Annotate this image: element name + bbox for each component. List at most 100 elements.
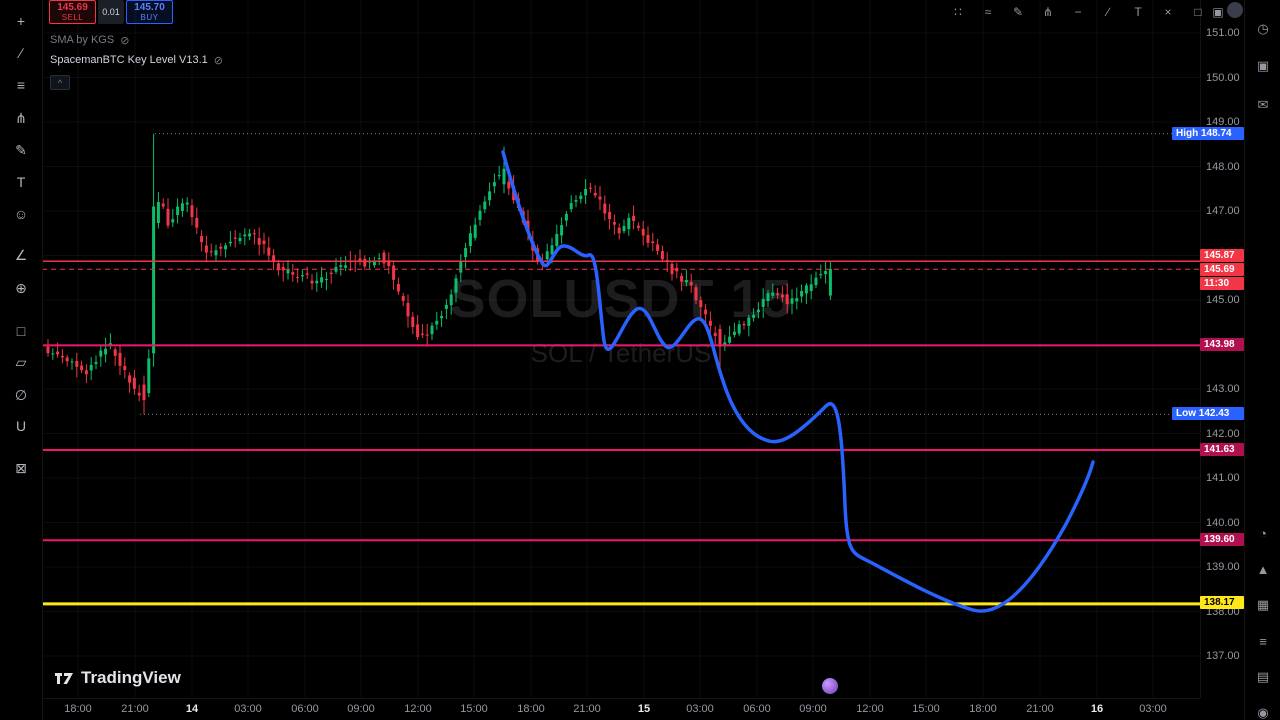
watchlist-icon[interactable]: ≡ bbox=[1259, 633, 1267, 649]
price-axis-label: 149.00 bbox=[1206, 116, 1240, 128]
time-axis-label: 03:00 bbox=[1139, 703, 1167, 715]
chat-icon[interactable]: ✉ bbox=[1257, 97, 1269, 112]
objects-tray-icon[interactable]: ∷ bbox=[954, 5, 962, 19]
bell-icon[interactable]: ◉ bbox=[1257, 705, 1269, 720]
clock-icon[interactable]: ◷ bbox=[1257, 21, 1269, 36]
emoji-tool[interactable]: ☺ bbox=[13, 206, 29, 222]
price-axis[interactable]: 151.00 150.00 149.00 148.00 147.00 146.00 145.… bbox=[1200, 0, 1245, 698]
chart-area[interactable]: SOLUSDT 15 SOL / TetherUS 145.69 SELL 0.… bbox=[42, 0, 1200, 698]
buy-label: BUY bbox=[140, 12, 159, 22]
tradingview-logo-text: TradingView bbox=[81, 668, 181, 687]
price-axis-label: 144.00 bbox=[1206, 338, 1240, 351]
time-axis-label: 21:00 bbox=[121, 703, 149, 715]
indicator-row-sma[interactable]: SMA by KGS ⊘ bbox=[50, 30, 223, 50]
indicator-name: SMA by KGS bbox=[50, 34, 115, 46]
time-axis-label: 12:00 bbox=[404, 703, 432, 715]
trash-tool[interactable]: ⊠ bbox=[15, 459, 27, 476]
time-axis-label: 09:00 bbox=[799, 703, 827, 715]
indicator-row-keylevel[interactable]: SpacemanBTC Key Level V13.1 ⊘ bbox=[50, 50, 223, 70]
lock-tool[interactable]: □ bbox=[16, 323, 26, 339]
buy-price: 145.70 bbox=[134, 1, 165, 13]
pitchfork-icon[interactable]: ⋔ bbox=[1042, 5, 1054, 19]
time-axis-label: 06:00 bbox=[743, 703, 771, 715]
price-chart-canvas[interactable] bbox=[42, 0, 1200, 698]
pencil-icon[interactable]: ✎ bbox=[1012, 5, 1024, 19]
time-axis-label: 18:00 bbox=[64, 703, 92, 715]
time-axis-label: 21:00 bbox=[1026, 703, 1054, 715]
brush-tool[interactable]: ✎ bbox=[15, 141, 27, 158]
globe-icon[interactable]: ◔ bbox=[1259, 525, 1267, 541]
left-toolbar: + ∕ ≡ ⋔ ✎ T ☺ ∠ ⊕ □ ▱ ∅ U ⊠ bbox=[0, 0, 43, 720]
legend-collapse-button[interactable]: ^ bbox=[50, 75, 70, 90]
cross-icon[interactable]: × bbox=[1164, 5, 1172, 19]
time-axis-label: 15:00 bbox=[912, 703, 940, 715]
spread-value: 0.01 bbox=[98, 0, 124, 24]
eraser-tool[interactable]: ▱ bbox=[15, 353, 27, 370]
price-axis-label: 148.00 bbox=[1206, 160, 1240, 173]
sell-button[interactable]: 145.69 SELL bbox=[49, 0, 96, 24]
measure-tool[interactable]: ∠ bbox=[14, 246, 28, 263]
buy-button[interactable]: 145.70 BUY bbox=[126, 0, 173, 24]
shape-icon[interactable]: □ bbox=[1194, 5, 1202, 19]
ray-icon[interactable]: ∕ bbox=[1106, 5, 1109, 19]
top-toolbar: ∷ ≈ ✎ ⋔ − ∕ T × □ ▣ bbox=[0, 0, 1280, 24]
symbol-watermark: SOLUSDT 15 SOL / TetherUS bbox=[42, 268, 1200, 369]
price-axis-label: 150.00 bbox=[1206, 71, 1240, 84]
time-axis-label: 06:00 bbox=[291, 703, 319, 715]
time-axis-label: 15 bbox=[637, 703, 651, 715]
price-axis-label: 138.00 bbox=[1206, 605, 1240, 618]
tradingview-logo-icon bbox=[55, 673, 73, 684]
price-axis-label: 137.00 bbox=[1206, 650, 1240, 662]
price-axis-label: 139.00 bbox=[1206, 561, 1240, 573]
trend-line-tool[interactable]: ∕ bbox=[19, 45, 23, 61]
text-tool[interactable]: T bbox=[16, 174, 26, 190]
price-axis-label: 141.00 bbox=[1206, 472, 1240, 484]
zoom-tool[interactable]: ⊕ bbox=[15, 279, 27, 296]
hide-drawings-tool[interactable]: ∅ bbox=[14, 386, 28, 403]
time-axis-label: 03:00 bbox=[234, 703, 262, 715]
layers-icon[interactable]: ▣ bbox=[1256, 58, 1270, 73]
price-axis-label: 143.00 bbox=[1206, 383, 1240, 395]
text-icon[interactable]: T bbox=[1134, 5, 1142, 19]
sell-label: SELL bbox=[61, 12, 84, 22]
account-avatar[interactable] bbox=[1227, 2, 1243, 18]
time-axis[interactable]: 18:00 21:00 14 03:00 06:00 09:00 12:00 15:00 18:… bbox=[42, 698, 1200, 720]
eye-off-icon[interactable]: ⊘ bbox=[213, 54, 223, 67]
time-axis-label: 03:00 bbox=[686, 703, 714, 715]
time-axis-label: 12:00 bbox=[856, 703, 884, 715]
time-axis-label: 18:00 bbox=[517, 703, 545, 715]
order-widget: 145.69 SELL 0.01 145.70 BUY bbox=[49, 0, 173, 24]
wave-tool-icon[interactable]: ≈ bbox=[984, 5, 992, 19]
indicator-name: SpacemanBTC Key Level V13.1 bbox=[50, 54, 208, 66]
price-axis-label: 145.00 bbox=[1206, 294, 1240, 306]
price-axis-label: 142.00 bbox=[1206, 427, 1240, 440]
price-axis-label: 146.00 bbox=[1206, 249, 1240, 262]
indicator-legend: SMA by KGS ⊘ SpacemanBTC Key Level V13.1… bbox=[50, 30, 223, 90]
time-axis-label: 15:00 bbox=[460, 703, 488, 715]
pattern-tool[interactable]: ⋔ bbox=[15, 109, 27, 126]
right-sidebar: ◷ ▣ ✉ ◔ ▲ ▦ ≡ ▤ ◉ bbox=[1244, 0, 1280, 720]
sell-price: 145.69 bbox=[57, 1, 88, 13]
time-axis-label: 16 bbox=[1090, 703, 1104, 715]
rocket-icon[interactable]: ▲ bbox=[1256, 561, 1270, 577]
price-axis-label: 151.00 bbox=[1206, 27, 1240, 39]
panel-icon[interactable]: ▣ bbox=[1212, 5, 1224, 19]
hline-icon[interactable]: − bbox=[1074, 5, 1082, 19]
time-axis-label: 09:00 bbox=[347, 703, 375, 715]
watermark-symbol: SOLUSDT 15 bbox=[449, 269, 793, 329]
time-axis-label: 14 bbox=[185, 703, 199, 715]
magnet-tool[interactable]: U bbox=[15, 418, 27, 434]
time-axis-label: 18:00 bbox=[969, 703, 997, 715]
bottom-circle-badge[interactable] bbox=[822, 678, 838, 694]
price-axis-label: 147.00 bbox=[1206, 205, 1240, 217]
calendar-icon[interactable]: ▦ bbox=[1256, 597, 1270, 612]
panels-icon[interactable]: ▤ bbox=[1256, 669, 1270, 684]
price-axis-label: 140.00 bbox=[1206, 516, 1240, 529]
watermark-description: SOL / TetherUS bbox=[530, 338, 712, 368]
cursor-tool[interactable]: + bbox=[16, 13, 26, 29]
tradingview-logo[interactable]: TradingView bbox=[54, 668, 181, 688]
time-axis-label: 21:00 bbox=[573, 703, 601, 715]
fib-retracement-tool[interactable]: ≡ bbox=[16, 77, 26, 93]
eye-off-icon[interactable]: ⊘ bbox=[120, 34, 130, 47]
